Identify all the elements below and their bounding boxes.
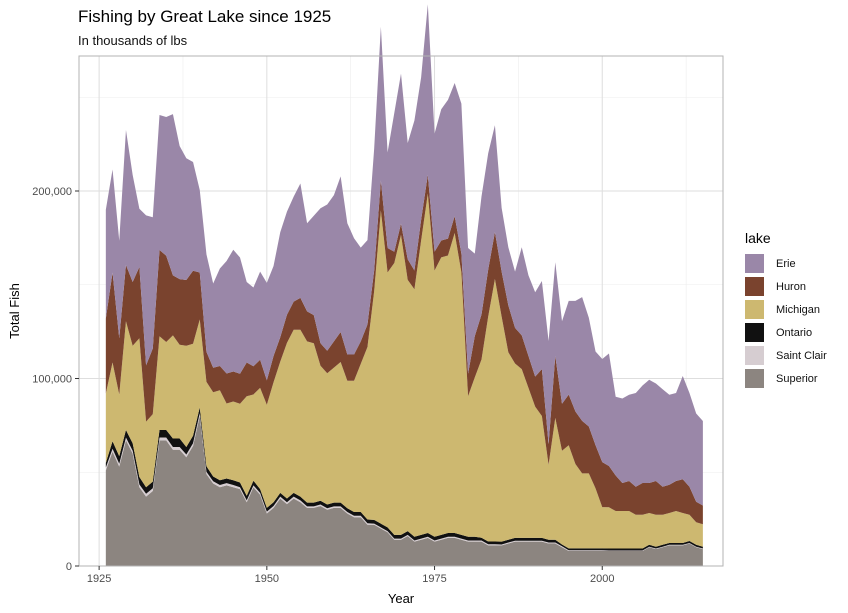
- legend-label-erie: Erie: [776, 257, 796, 270]
- area-michigan: [105, 193, 703, 549]
- y-axis-title: Total Fish: [7, 283, 22, 339]
- area-layer: [105, 4, 703, 566]
- legend-label-saint-clair: Saint Clair: [776, 349, 827, 362]
- legend-items: Erie Huron Michigan Ontario Saint Clair Super…: [745, 252, 827, 390]
- legend-item-erie: Erie: [745, 252, 827, 275]
- legend-label-ontario: Ontario: [776, 326, 813, 339]
- legend-item-huron: Huron: [745, 275, 827, 298]
- legend-item-ontario: Ontario: [745, 321, 827, 344]
- chart-subtitle: In thousands of lbs: [78, 33, 188, 48]
- x-tick-label: 2000: [590, 573, 614, 585]
- legend-label-superior: Superior: [776, 372, 818, 385]
- x-tick-label: 1975: [422, 573, 446, 585]
- legend-swatch-michigan: [745, 300, 764, 319]
- chart-title: Fishing by Great Lake since 1925: [78, 7, 332, 26]
- y-tick-label: 200,000: [32, 186, 72, 198]
- legend-item-superior: Superior: [745, 367, 827, 390]
- panel-border: [78, 55, 724, 567]
- area-superior: [105, 416, 703, 566]
- y-tick-label: 0: [66, 561, 72, 573]
- area-ontario: [105, 407, 703, 551]
- x-tick-label: 1925: [87, 573, 111, 585]
- legend-title: lake: [745, 230, 771, 246]
- legend-swatch-saint-clair: [745, 346, 764, 365]
- legend-swatch-ontario: [745, 323, 764, 342]
- x-axis-title: Year: [388, 591, 415, 606]
- x-tick-label: 1950: [255, 573, 279, 585]
- y-tick-label: 100,000: [32, 374, 72, 386]
- axis-layer: 1925 1950 1975 2000 0 100,000 200,000: [32, 186, 614, 585]
- legend: lake Erie Huron Michigan Ontario Saint Clair…: [745, 230, 827, 390]
- area-huron: [105, 174, 703, 525]
- legend-swatch-erie: [745, 254, 764, 273]
- legend-swatch-superior: [745, 369, 764, 388]
- legend-item-saint-clair: Saint Clair: [745, 344, 827, 367]
- legend-item-michigan: Michigan: [745, 298, 827, 321]
- legend-label-huron: Huron: [776, 280, 806, 293]
- area-erie: [105, 4, 703, 506]
- legend-swatch-huron: [745, 277, 764, 296]
- legend-label-michigan: Michigan: [776, 303, 821, 316]
